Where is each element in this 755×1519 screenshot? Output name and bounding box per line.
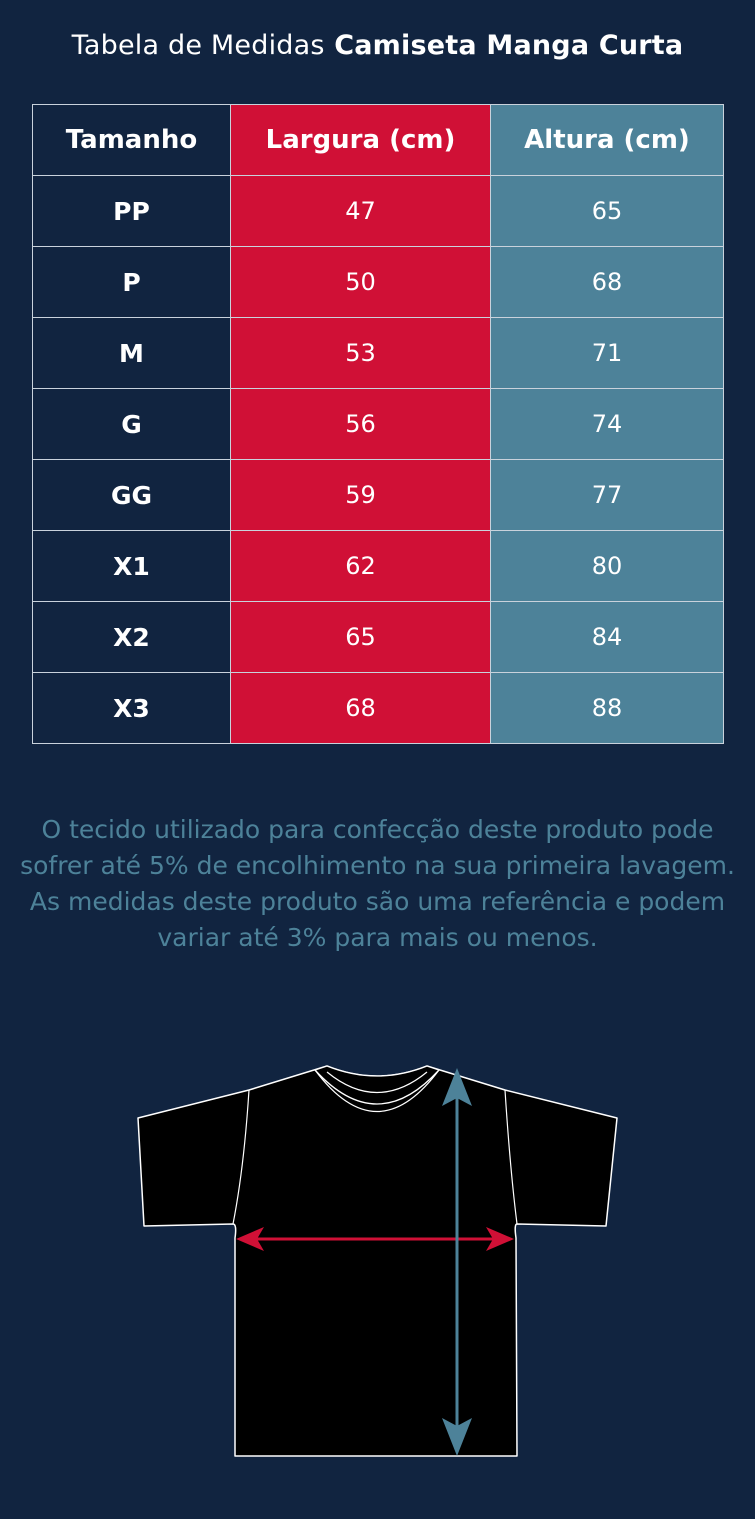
vertical-double-arrow-icon [442,1068,472,1456]
cell-width: 68 [230,672,491,744]
cell-size: X3 [32,672,231,744]
cell-height: 84 [490,601,724,673]
table-header-row: Tamanho Largura (cm) Altura (cm) [32,104,724,176]
table-row: X2 65 84 [32,601,724,673]
cell-width: 50 [230,246,491,318]
cell-height: 80 [490,530,724,602]
cell-size: P [32,246,231,318]
cell-height: 74 [490,388,724,460]
shrinkage-note: O tecido utilizado para confecção deste … [20,815,735,952]
header-height: Altura (cm) [490,104,724,176]
cell-size: X1 [32,530,231,602]
table-row: GG 59 77 [32,459,724,531]
tshirt-body [137,1065,618,1457]
title-prefix: Tabela de Medidas [71,30,325,61]
table-row: P 50 68 [32,246,724,318]
cell-width: 59 [230,459,491,531]
cell-height: 65 [490,175,724,247]
cell-height: 68 [490,246,724,318]
title-product: Camiseta Manga Curta [334,30,684,61]
tshirt-icon [137,1065,618,1457]
header-width: Largura (cm) [230,104,491,176]
cell-size: M [32,317,231,389]
table-row: G 56 74 [32,388,724,460]
cell-height: 77 [490,459,724,531]
page-title: Tabela de Medidas Camiseta Manga Curta [0,30,755,61]
cell-width: 62 [230,530,491,602]
cell-height: 71 [490,317,724,389]
size-chart-table: Tamanho Largura (cm) Altura (cm) PP 47 6… [32,104,724,744]
table-row: M 53 71 [32,317,724,389]
cell-width: 47 [230,175,491,247]
table-row: PP 47 65 [32,175,724,247]
table-row: X1 62 80 [32,530,724,602]
cell-width: 65 [230,601,491,673]
cell-height: 88 [490,672,724,744]
horizontal-double-arrow-icon [236,1227,514,1251]
cell-size: G [32,388,231,460]
cell-size: X2 [32,601,231,673]
cell-width: 53 [230,317,491,389]
header-size: Tamanho [32,104,231,176]
cell-size: PP [32,175,231,247]
cell-size: GG [32,459,231,531]
table-row: X3 68 88 [32,672,724,744]
cell-width: 56 [230,388,491,460]
